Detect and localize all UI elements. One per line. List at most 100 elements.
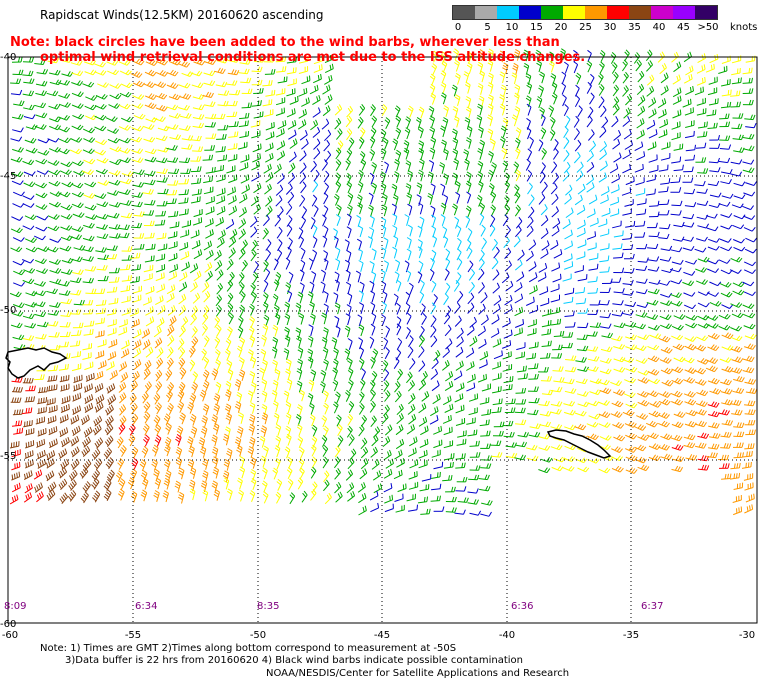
wind-barb bbox=[178, 357, 186, 370]
wind-barb bbox=[142, 124, 155, 130]
wind-barb bbox=[225, 338, 232, 351]
wind-barb bbox=[635, 289, 648, 295]
wind-barb bbox=[463, 149, 469, 161]
wind-barb bbox=[491, 386, 502, 394]
wind-barb bbox=[300, 259, 306, 272]
wind-barb bbox=[157, 125, 170, 132]
wind-barb bbox=[369, 260, 375, 273]
wind-barb bbox=[706, 292, 719, 297]
wind-barb bbox=[744, 504, 754, 514]
wind-barb bbox=[432, 50, 439, 63]
wind-barb bbox=[479, 139, 485, 152]
wind-barb bbox=[119, 178, 132, 185]
wind-barb bbox=[732, 494, 742, 503]
wind-barb bbox=[730, 462, 741, 470]
wind-barb bbox=[695, 142, 707, 149]
wind-barb bbox=[323, 250, 329, 262]
wind-barb bbox=[262, 301, 269, 314]
wind-barb bbox=[58, 341, 69, 348]
wind-barb bbox=[743, 226, 756, 232]
wind-barb bbox=[217, 154, 228, 162]
wind-barb bbox=[58, 115, 70, 121]
wind-barb bbox=[167, 325, 175, 337]
wind-barb bbox=[295, 302, 302, 315]
wind-barb bbox=[271, 346, 278, 359]
wind-barb bbox=[35, 258, 47, 265]
wind-barb bbox=[105, 415, 114, 427]
wind-barb bbox=[670, 292, 682, 298]
wind-barb bbox=[504, 304, 513, 315]
wind-barb bbox=[22, 159, 35, 166]
wind-barb bbox=[453, 48, 459, 61]
wind-barb bbox=[697, 53, 706, 64]
wind-barb bbox=[395, 504, 405, 513]
wind-barb bbox=[36, 268, 49, 274]
wind-barb bbox=[575, 457, 588, 464]
wind-barb bbox=[731, 77, 742, 85]
wind-barb bbox=[373, 426, 381, 438]
wind-barb bbox=[275, 88, 286, 96]
wind-barb bbox=[71, 202, 84, 209]
wind-barb bbox=[697, 121, 708, 129]
wind-barb bbox=[35, 204, 48, 210]
wind-barb bbox=[550, 161, 558, 174]
wind-barb bbox=[346, 213, 352, 226]
wind-barb bbox=[202, 458, 209, 470]
wind-barb bbox=[334, 118, 342, 130]
wind-barb bbox=[191, 336, 199, 349]
wind-barb bbox=[563, 150, 570, 162]
wind-barb bbox=[215, 81, 228, 88]
wind-barb bbox=[248, 414, 256, 426]
wind-barb bbox=[211, 434, 218, 447]
wind-barb bbox=[421, 391, 430, 402]
legend-swatch bbox=[651, 6, 673, 19]
wind-barb bbox=[324, 492, 332, 505]
wind-barb bbox=[154, 337, 163, 349]
wind-barb bbox=[177, 400, 185, 413]
wind-barb bbox=[166, 82, 179, 89]
wind-barb bbox=[142, 296, 152, 306]
wind-barb bbox=[541, 308, 552, 317]
wind-barb bbox=[647, 256, 660, 262]
wind-barb bbox=[157, 188, 169, 195]
wind-barb bbox=[24, 450, 34, 459]
wind-barb bbox=[514, 137, 521, 150]
wind-barb bbox=[167, 335, 175, 347]
wind-barb bbox=[504, 295, 513, 306]
wind-barb bbox=[60, 269, 73, 275]
wind-barb bbox=[217, 90, 230, 96]
wind-barb bbox=[538, 366, 549, 373]
wind-barb bbox=[226, 448, 233, 460]
wind-barb bbox=[130, 380, 138, 392]
wind-barb bbox=[561, 342, 573, 349]
wind-barb bbox=[467, 260, 474, 273]
wind-barb bbox=[166, 284, 176, 295]
wind-barb bbox=[118, 124, 131, 131]
wind-barb bbox=[514, 147, 521, 160]
lon-label-50: -50 bbox=[249, 630, 267, 641]
wind-barb bbox=[216, 282, 224, 295]
wind-barb bbox=[682, 280, 695, 287]
wind-barb bbox=[58, 290, 71, 296]
wind-barb bbox=[25, 124, 38, 130]
wind-barb bbox=[672, 455, 685, 462]
wind-barb bbox=[589, 300, 601, 306]
wind-barb bbox=[286, 224, 293, 237]
wind-barb bbox=[548, 60, 555, 73]
wind-barb bbox=[369, 227, 375, 239]
wind-barb bbox=[647, 355, 660, 363]
wind-barb bbox=[121, 307, 131, 316]
wind-barb bbox=[119, 264, 131, 271]
wind-barb bbox=[35, 226, 48, 232]
wind-barb bbox=[91, 448, 101, 460]
wind-barb bbox=[598, 172, 607, 183]
wind-barb bbox=[502, 160, 509, 173]
wind-barb bbox=[538, 433, 551, 440]
wind-barb bbox=[143, 273, 153, 282]
wind-barb bbox=[599, 255, 610, 263]
wind-barb bbox=[68, 469, 78, 482]
wind-barb bbox=[45, 470, 55, 482]
wind-barb bbox=[265, 131, 275, 141]
wind-barb bbox=[106, 383, 116, 394]
wind-barb bbox=[381, 314, 386, 327]
